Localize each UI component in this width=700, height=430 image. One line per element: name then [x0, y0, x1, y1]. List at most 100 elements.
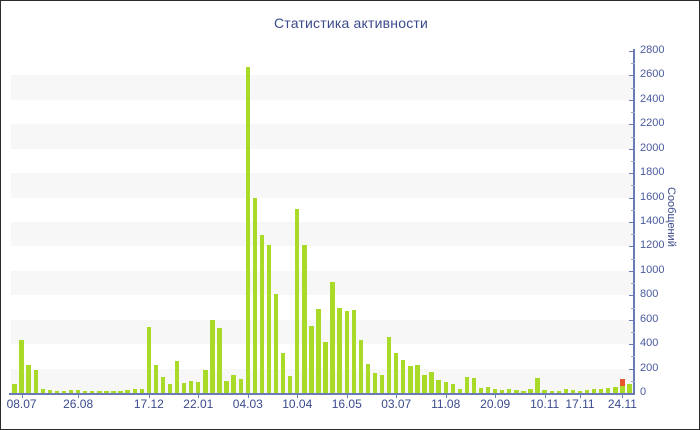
bar[interactable]	[118, 390, 123, 393]
bar[interactable]	[450, 384, 455, 393]
bar[interactable]	[280, 352, 286, 393]
bar[interactable]	[415, 364, 420, 393]
bar[interactable]	[125, 389, 130, 393]
bar[interactable]	[606, 387, 611, 393]
bar[interactable]	[174, 361, 180, 393]
bar-segment-primary	[231, 374, 236, 393]
y-axis-title: Сообщений	[665, 187, 677, 247]
bar[interactable]	[75, 389, 81, 393]
bar[interactable]	[429, 372, 434, 393]
bar[interactable]	[273, 294, 279, 393]
bar[interactable]	[379, 375, 385, 393]
bar[interactable]	[323, 341, 328, 393]
bar[interactable]	[436, 380, 441, 393]
y-axis-tick	[629, 246, 635, 248]
bar[interactable]	[500, 389, 505, 393]
bar[interactable]	[464, 377, 470, 393]
bar[interactable]	[97, 391, 102, 393]
bar[interactable]	[259, 235, 265, 393]
bar[interactable]	[577, 390, 583, 393]
bar[interactable]	[26, 364, 31, 393]
bar[interactable]	[394, 352, 399, 393]
bar[interactable]	[132, 389, 137, 393]
bar[interactable]	[422, 374, 427, 393]
bar[interactable]	[217, 328, 222, 393]
bar[interactable]	[542, 389, 547, 393]
bar[interactable]	[365, 363, 371, 393]
bar[interactable]	[40, 389, 45, 393]
bar[interactable]	[401, 360, 406, 393]
bar[interactable]	[443, 382, 448, 393]
bar[interactable]	[224, 381, 229, 393]
bar[interactable]	[90, 390, 95, 393]
bar[interactable]	[316, 308, 321, 393]
bar[interactable]	[584, 389, 590, 393]
bar[interactable]	[408, 366, 413, 393]
bar[interactable]	[302, 244, 307, 393]
bar[interactable]	[245, 66, 250, 393]
bar[interactable]	[344, 311, 349, 393]
bar[interactable]	[528, 389, 533, 393]
bar[interactable]	[167, 384, 173, 393]
bar[interactable]	[288, 375, 293, 393]
bar[interactable]	[203, 369, 208, 393]
bar[interactable]	[295, 208, 300, 393]
bar[interactable]	[111, 390, 116, 393]
bar-segment-primary	[549, 390, 554, 393]
bar[interactable]	[12, 384, 17, 393]
bar[interactable]	[210, 319, 215, 393]
bar[interactable]	[33, 369, 38, 393]
bar[interactable]	[146, 327, 151, 393]
bar[interactable]	[160, 377, 166, 393]
bar[interactable]	[386, 336, 392, 393]
bar[interactable]	[266, 244, 272, 393]
bar[interactable]	[153, 364, 159, 393]
bar[interactable]	[181, 383, 187, 393]
bar[interactable]	[521, 390, 526, 393]
bar-segment-primary	[401, 360, 406, 393]
bar[interactable]	[337, 307, 342, 393]
bar[interactable]	[507, 388, 512, 393]
bar[interactable]	[61, 390, 67, 393]
bar[interactable]	[599, 388, 604, 393]
bar[interactable]	[485, 386, 491, 393]
bar[interactable]	[457, 388, 462, 393]
bar-segment-primary	[104, 390, 109, 393]
bar[interactable]	[68, 389, 74, 393]
bar[interactable]	[330, 281, 335, 393]
bar[interactable]	[139, 389, 144, 393]
bar[interactable]	[627, 384, 632, 393]
bar-segment-primary	[118, 390, 123, 393]
bar[interactable]	[514, 389, 519, 393]
bar[interactable]	[478, 387, 484, 393]
bar[interactable]	[372, 372, 378, 393]
bar-segment-primary	[273, 294, 279, 393]
bar[interactable]	[309, 326, 314, 393]
bar[interactable]	[591, 389, 597, 393]
bar[interactable]	[196, 382, 201, 393]
bar[interactable]	[549, 390, 554, 393]
bar[interactable]	[351, 309, 356, 393]
bar[interactable]	[238, 378, 243, 393]
bar[interactable]	[492, 389, 498, 393]
bar[interactable]	[189, 380, 194, 393]
bar[interactable]	[570, 389, 576, 393]
x-axis-tick	[198, 393, 200, 398]
bar[interactable]	[252, 197, 258, 393]
bar[interactable]	[19, 340, 24, 393]
bar[interactable]	[83, 390, 88, 393]
bar[interactable]	[54, 390, 60, 393]
bar[interactable]	[358, 340, 364, 393]
x-axis-tick	[495, 393, 497, 398]
bar[interactable]	[620, 378, 625, 393]
bar[interactable]	[563, 389, 569, 393]
bar[interactable]	[47, 389, 53, 393]
bar[interactable]	[535, 378, 540, 393]
bar-segment-primary	[365, 363, 371, 393]
bar[interactable]	[104, 390, 109, 393]
x-axis-tick-label: 26.08	[63, 397, 94, 411]
bar[interactable]	[613, 386, 618, 393]
bar[interactable]	[471, 378, 477, 393]
bar[interactable]	[231, 374, 236, 393]
bar[interactable]	[556, 390, 561, 393]
